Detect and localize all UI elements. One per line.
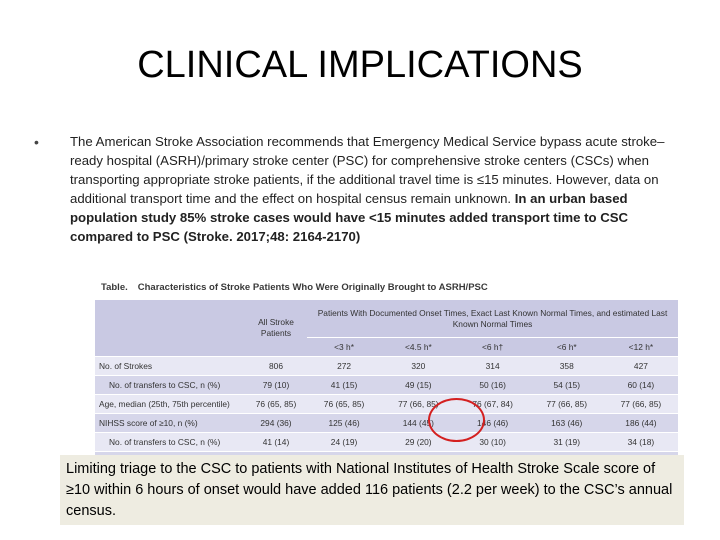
col-header: <12 h* [603,337,678,357]
row-label: No. of transfers to CSC, n (%) [95,432,245,452]
callout-text: Limiting triage to the CSC to patients w… [66,461,673,519]
table-row: Age, median (25th, 75th percentile) 76 (6… [95,394,678,414]
callout-box: Limiting triage to the CSC to patients w… [60,455,684,525]
table-cell [307,451,382,457]
table-cell: 54 (15) [529,375,604,395]
table-cell: 34 (18) [603,432,678,452]
row-label: Age, median (25th, 75th percentile) [95,394,245,414]
table-row: Stroke subtypes, n (%) [95,451,678,457]
table-cell: 60 (14) [603,375,678,395]
stroke-characteristics-table-figure: Table. Characteristics of Stroke Patients… [95,279,680,457]
table-cell: 79 (10) [245,375,307,395]
col-header: <4.5 h* [381,337,456,357]
table-row: No. of transfers to CSC, n (%) 41 (14) 24 … [95,432,678,452]
slide-title: CLINICAL IMPLICATIONS [137,44,583,86]
table-cell: 76 (65, 85) [245,394,307,414]
col-header-row: <3 h* <4.5 h* <6 h† <6 h* <12 h* [95,337,678,357]
table-cell: 125 (46) [307,413,382,433]
table-body: No. of Strokes 806 272 320 314 358 427 No. of t… [95,356,678,457]
highlight-circle [428,398,485,442]
table-cell: 77 (66, 85) [603,394,678,414]
table-cell: 41 (15) [307,375,382,395]
bullet-text-regular: The American Stroke Association recommen… [70,134,665,206]
table-cell: 314 [455,356,530,376]
table-row: No. of Strokes 806 272 320 314 358 427 [95,356,678,376]
table-row: No. of transfers to CSC, n (%) 79 (10) 41 … [95,375,678,395]
table-cell: 41 (14) [245,432,307,452]
table-cell: 427 [603,356,678,376]
row-label: No. of transfers to CSC, n (%) [95,375,245,395]
table-label: Table. [101,282,128,293]
col-group-header: Patients With Documented Onset Times, Ex… [307,299,678,338]
table-cell: 77 (66, 85) [529,394,604,414]
table-cell [529,451,604,457]
table-row: NIHSS score of ≥10, n (%) 294 (36) 125 (46… [95,413,678,433]
bullet-paragraph: The American Stroke Association recommen… [70,132,680,246]
row-label: No. of Strokes [95,356,245,376]
table-cell: 50 (16) [455,375,530,395]
col-header-all: All Stroke Patients [245,299,307,357]
table-cell: 163 (46) [529,413,604,433]
table-caption-text: Characteristics of Stroke Patients Who W… [137,282,488,293]
table-cell: 24 (19) [307,432,382,452]
table-cell [381,451,456,457]
table-cell: 49 (15) [381,375,456,395]
table-cell: 272 [307,356,382,376]
table-cell: 186 (44) [603,413,678,433]
stroke-stats-table: All Stroke Patients Patients With Docume… [95,299,678,457]
table-cell: 320 [381,356,456,376]
col-header: <3 h* [307,337,382,357]
col-header: <6 h* [529,337,604,357]
table-cell [245,451,307,457]
table-corner-cell [95,299,245,357]
table-caption: Table. Characteristics of Stroke Patients… [95,279,680,299]
table-cell: 31 (19) [529,432,604,452]
table-cell: 358 [529,356,604,376]
table-cell: 29 (20) [381,432,456,452]
table-cell [603,451,678,457]
table-cell [455,451,530,457]
table-cell: 806 [245,356,307,376]
bullet-dot: • [34,134,39,150]
col-header: <6 h† [455,337,530,357]
bullet-text-bold: In an urban based population study 85% s… [70,191,629,244]
table-cell: 294 (36) [245,413,307,433]
row-label: NIHSS score of ≥10, n (%) [95,413,245,433]
table-cell: 76 (65, 85) [307,394,382,414]
